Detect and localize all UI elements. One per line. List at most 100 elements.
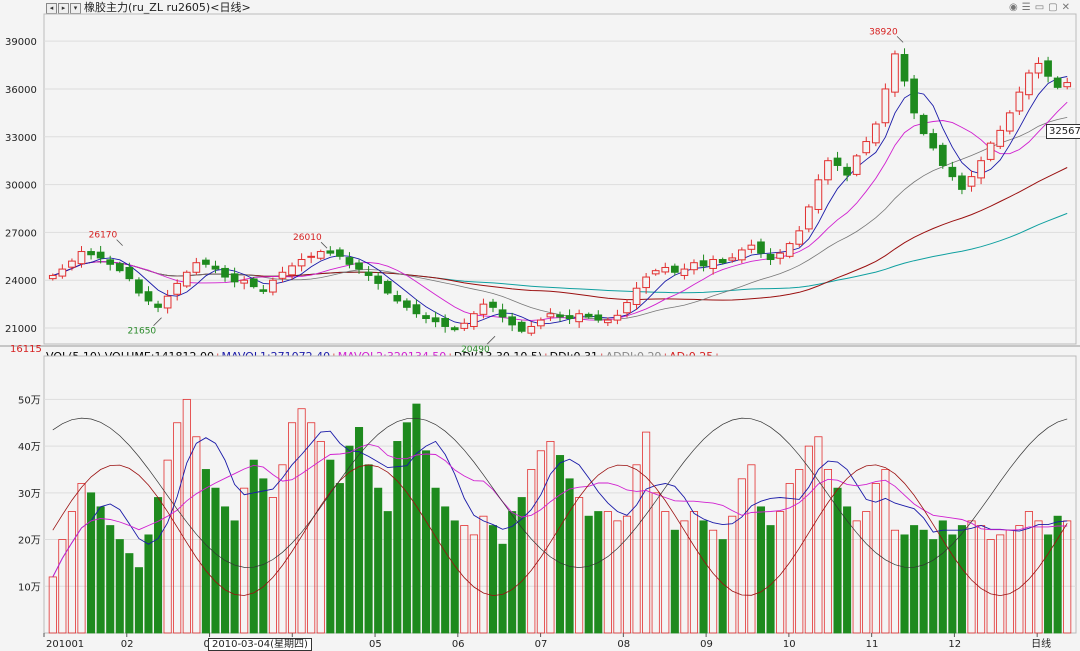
volume-bar-26 (297, 408, 306, 634)
candle-body-41 (441, 317, 450, 327)
annotation-leader-3 (486, 335, 496, 345)
candle-body-81 (824, 160, 832, 181)
close-icon[interactable]: ✕ (1061, 2, 1074, 13)
volume-bar-30 (335, 483, 344, 634)
volume-bar-102 (1024, 511, 1033, 634)
candle-body-24 (278, 271, 287, 279)
candle-body-56 (584, 313, 593, 318)
annotation-label-3: 20490 (461, 345, 490, 355)
candle-body-7 (115, 263, 124, 272)
candle-body-83 (843, 166, 851, 176)
volume-bar-101 (1015, 525, 1024, 634)
candle-body-47 (498, 309, 507, 318)
candle-body-8 (125, 266, 134, 280)
volume-bar-39 (421, 450, 431, 634)
volume-bar-79 (804, 445, 813, 634)
volume-bar-32 (354, 427, 364, 634)
low-tag: 16115 (10, 344, 42, 355)
candle-body-59 (613, 314, 622, 321)
date-tag: 2010-03-04(星期四) (208, 638, 312, 651)
volume-bar-17 (211, 487, 220, 634)
volume-bar-0 (48, 576, 57, 634)
volume-bar-42 (450, 520, 459, 634)
candle-body-68 (699, 260, 708, 267)
volume-bar-62 (642, 431, 651, 634)
volume-bar-7 (115, 539, 124, 634)
candle-body-78 (795, 230, 804, 245)
candle-body-17 (211, 265, 220, 270)
candle-body-48 (508, 316, 516, 326)
candle-body-62 (642, 276, 650, 289)
volume-tick-label-2: 30万 (18, 489, 41, 500)
candle-body-38 (412, 304, 421, 315)
volume-bar-19 (230, 520, 239, 634)
volume-bar-103 (1034, 520, 1043, 634)
annotation-leader-2 (320, 241, 328, 249)
candle-body-15 (192, 262, 201, 273)
candle-body-1 (58, 268, 67, 277)
candle-body-71 (728, 257, 737, 261)
menu-icon[interactable]: ☰ (1021, 2, 1035, 13)
price-tick-label-3: 30000 (5, 181, 37, 192)
volume-bar-34 (374, 487, 383, 634)
volume-bar-71 (728, 515, 737, 634)
volume-bar-91 (919, 529, 928, 634)
candle-body-88 (891, 53, 899, 93)
volume-bar-86 (871, 483, 880, 634)
x-tick-label-10: 11 (866, 639, 879, 650)
price-tick-label-2: 27000 (5, 228, 37, 239)
volume-tick-label-3: 40万 (18, 442, 41, 453)
volume-bar-52 (546, 441, 555, 634)
price-tick-label-0: 21000 (5, 324, 37, 335)
candle-body-45 (479, 303, 488, 315)
candle-body-50 (527, 325, 536, 334)
candle-body-33 (364, 271, 373, 276)
ddi-addi-line (52, 417, 1068, 568)
volume-bar-105 (1053, 515, 1062, 634)
volume-bar-73 (747, 464, 756, 634)
volume-bar-96 (967, 520, 976, 634)
volume-bar-76 (776, 511, 785, 634)
candle-body-25 (288, 265, 296, 276)
volume-bar-49 (517, 497, 526, 634)
x-tick-label-11: 12 (948, 639, 961, 650)
candle-body-66 (680, 268, 689, 276)
eye-icon[interactable]: ◉ (1009, 2, 1022, 13)
restore-icon[interactable]: ▢ (1048, 2, 1062, 13)
candle-body-51 (537, 319, 545, 327)
volume-bar-75 (766, 525, 775, 634)
candle-body-102 (1025, 72, 1033, 96)
annotation-label-4: 38920 (869, 27, 898, 37)
candle-body-18 (221, 267, 229, 278)
candle-body-13 (173, 282, 182, 295)
volume-bar-89 (900, 534, 909, 634)
candle-body-44 (470, 313, 478, 327)
x-tick-label-6: 07 (535, 639, 548, 650)
candle-body-52 (546, 313, 555, 318)
volume-bar-14 (182, 398, 191, 634)
volume-tick-label-0: 10万 (18, 582, 41, 593)
volume-bar-6 (106, 525, 115, 634)
volume-bar-38 (412, 403, 421, 634)
volume-bar-13 (173, 422, 182, 634)
annotation-leader-4 (896, 36, 904, 43)
volume-bar-78 (795, 469, 804, 634)
candle-body-30 (336, 249, 344, 257)
candle-body-104 (1044, 60, 1052, 77)
volume-bar-41 (441, 506, 450, 634)
x-tick-label-5: 06 (452, 639, 465, 650)
volume-bar-104 (1044, 534, 1053, 634)
volume-bar-3 (77, 483, 86, 634)
candle-body-29 (326, 250, 335, 254)
volume-bar-2 (67, 511, 76, 634)
candle-body-76 (776, 252, 784, 259)
minimize-icon[interactable]: ▭ (1034, 2, 1049, 13)
candle-body-101 (1015, 91, 1024, 112)
volume-bar-15 (192, 436, 201, 634)
volume-bar-43 (460, 525, 469, 634)
volume-tick-label-1: 20万 (18, 536, 41, 547)
candle-body-10 (144, 291, 153, 302)
ddi-ad-line (52, 464, 1068, 597)
volume-bar-27 (307, 422, 316, 634)
